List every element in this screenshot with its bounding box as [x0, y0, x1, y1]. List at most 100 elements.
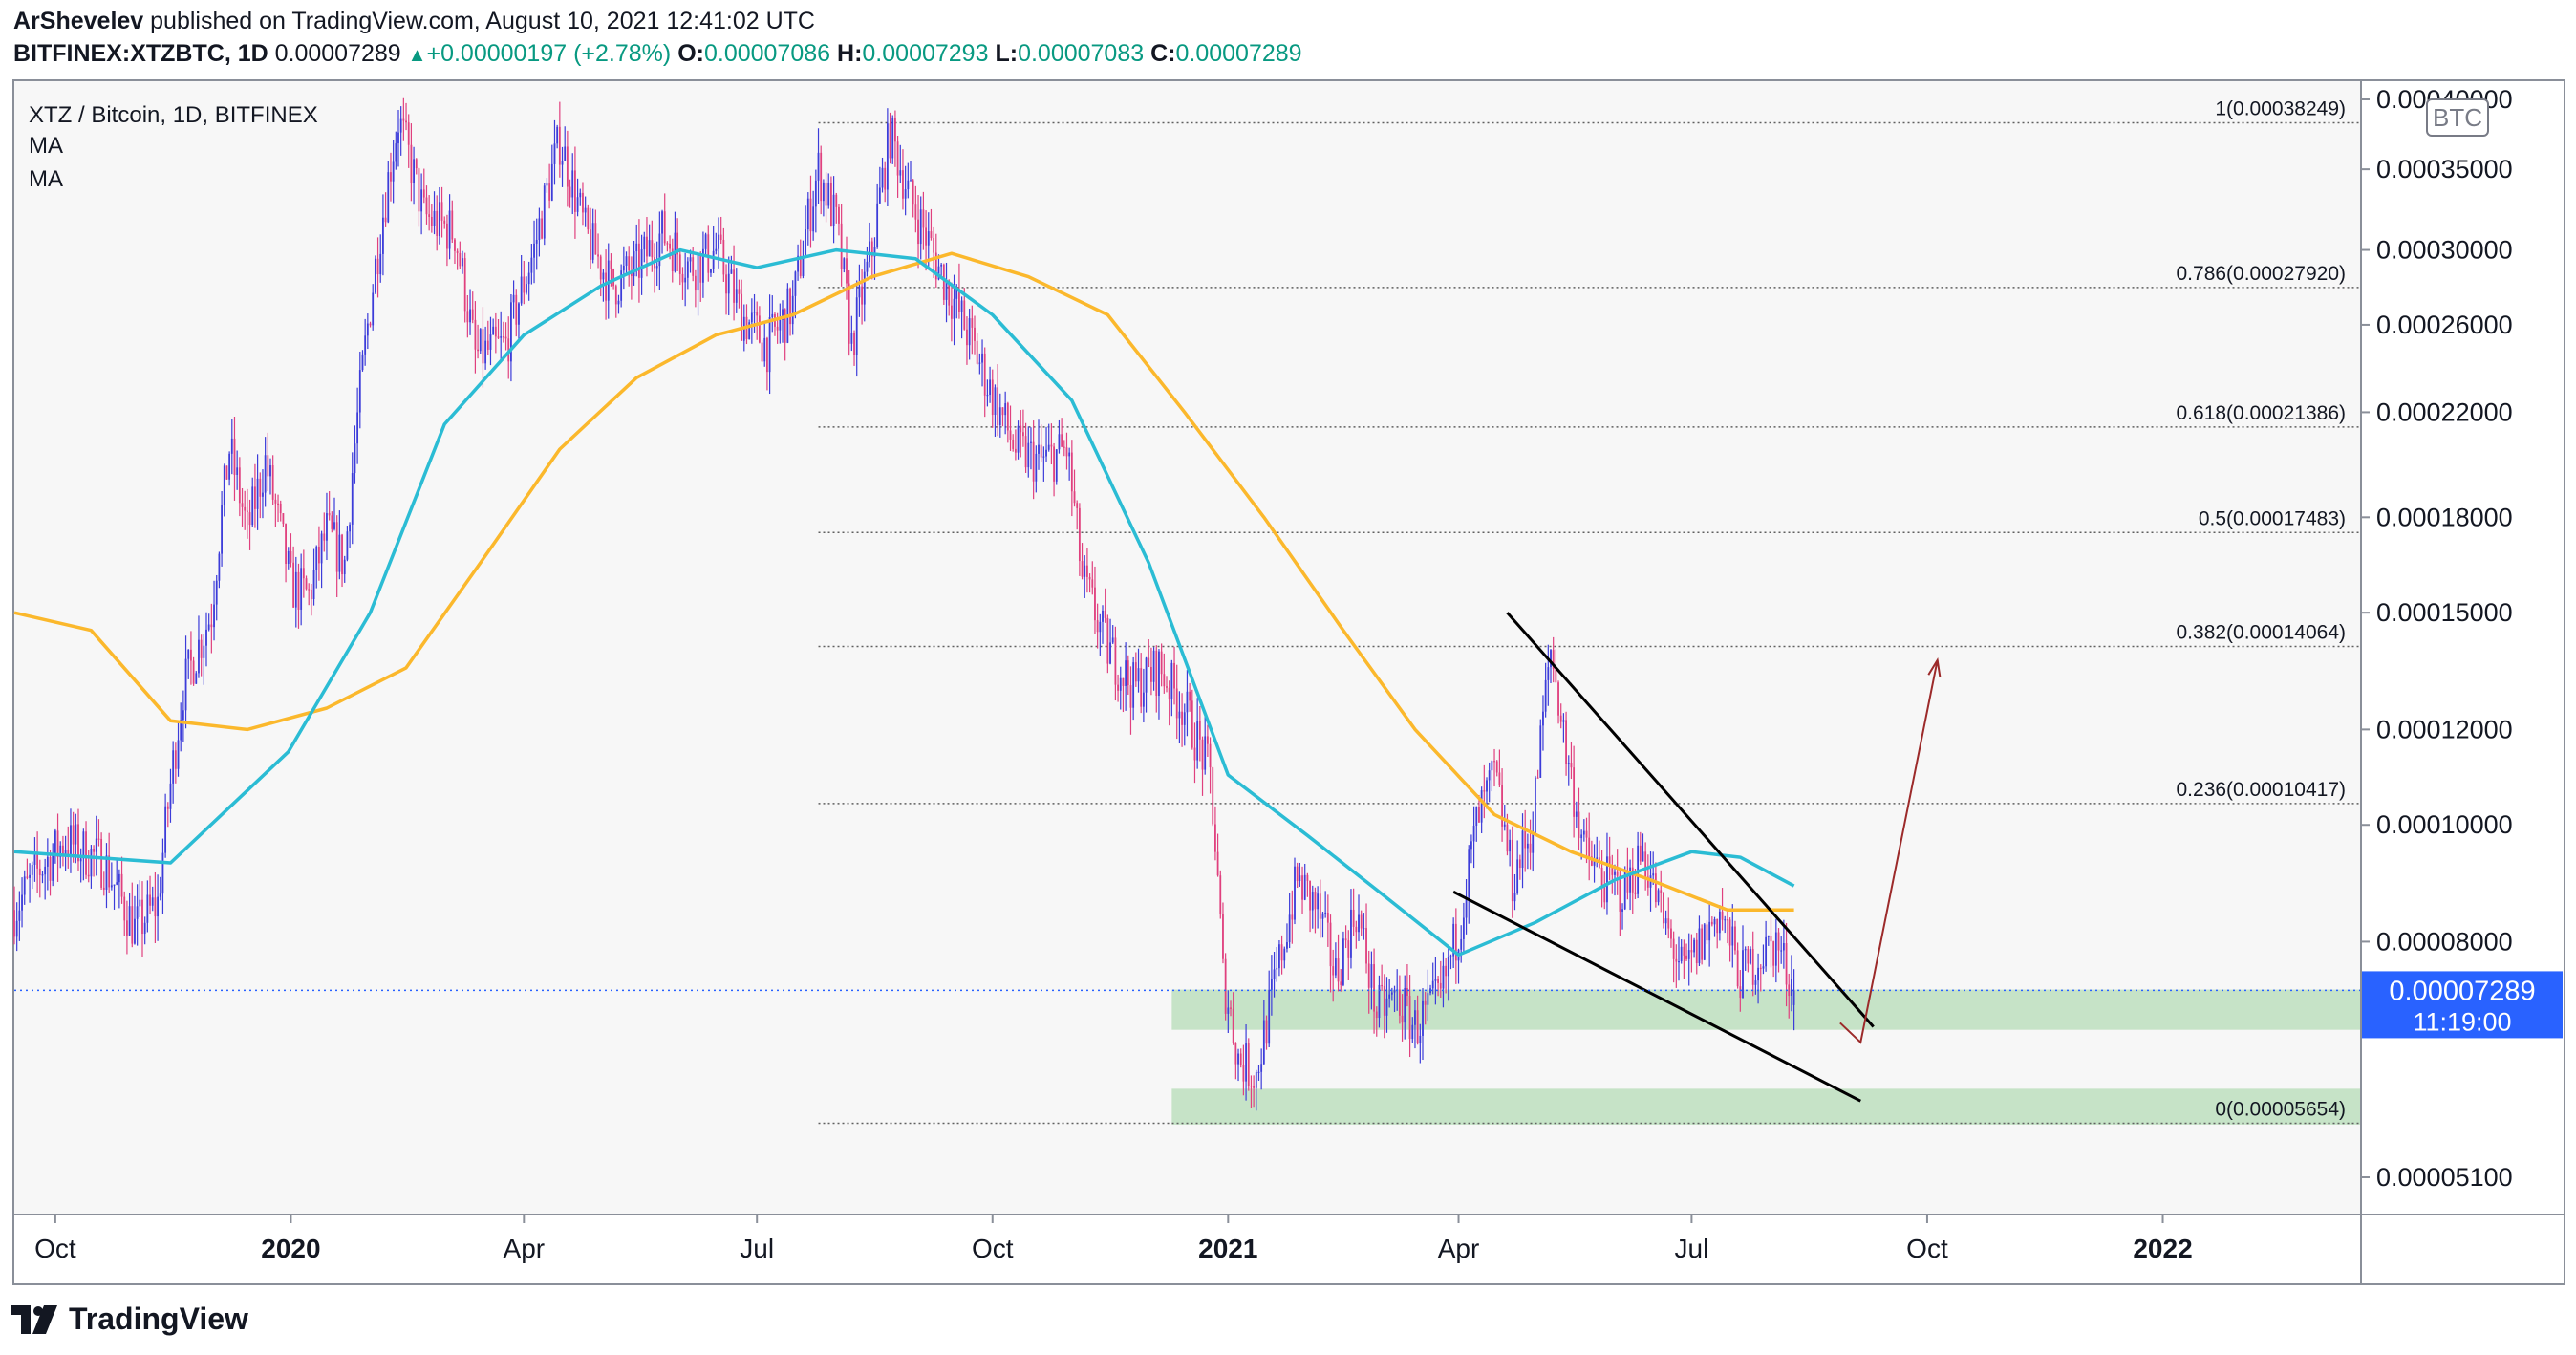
candle-body — [149, 894, 151, 906]
candle — [433, 191, 436, 235]
candle-body — [978, 362, 981, 364]
candle — [1532, 811, 1535, 872]
candle-body — [1081, 561, 1084, 577]
candle — [1416, 995, 1419, 1045]
candle-body — [750, 312, 753, 323]
candle-body — [407, 122, 410, 145]
candle — [1670, 919, 1672, 948]
candle — [620, 264, 623, 308]
candle-body — [1106, 617, 1109, 664]
candle-body — [784, 309, 786, 343]
candle — [1757, 953, 1759, 1004]
candle-body — [873, 247, 876, 257]
candle — [85, 821, 87, 879]
time-axis-label: 2020 — [261, 1234, 320, 1263]
candle — [1032, 420, 1035, 500]
candle — [617, 294, 620, 314]
candle — [1299, 862, 1301, 887]
tradingview-logo[interactable]: TradingView — [11, 1301, 248, 1337]
candle-body — [1623, 871, 1626, 910]
candle-body — [1088, 576, 1091, 580]
candle-body — [1792, 990, 1795, 1005]
candle — [446, 214, 448, 267]
candle — [1209, 737, 1212, 794]
candle-body — [297, 571, 300, 610]
candle — [1570, 742, 1573, 780]
candle — [902, 149, 904, 210]
open-label: O: — [677, 40, 704, 67]
wedge-trendline-2 — [1452, 890, 1861, 1103]
candle — [46, 838, 49, 891]
candle-body — [123, 896, 126, 921]
candle — [387, 161, 390, 224]
candle-body — [974, 327, 976, 341]
candle — [82, 828, 85, 881]
candle-body — [840, 223, 843, 269]
candle-body — [326, 513, 328, 541]
candle-body — [658, 233, 661, 267]
candle — [326, 492, 328, 560]
candle-body — [927, 231, 930, 246]
candle — [597, 233, 599, 269]
candle — [192, 656, 195, 686]
candle — [1375, 1006, 1378, 1037]
candle — [840, 204, 843, 287]
candle-body — [1644, 851, 1647, 877]
candle — [910, 161, 912, 182]
candle — [292, 546, 295, 609]
candle — [1437, 976, 1439, 997]
candle-body — [1621, 909, 1623, 912]
candle — [587, 204, 590, 234]
price-change: +0.00000197 (+2.78%) — [426, 40, 672, 67]
candle-body — [846, 258, 848, 284]
candle — [1155, 645, 1158, 713]
candle-body — [1526, 843, 1529, 849]
candle — [1358, 894, 1360, 941]
candle — [341, 533, 343, 588]
candle — [294, 556, 297, 628]
candle — [1646, 854, 1649, 896]
candle — [1042, 446, 1045, 482]
candle-body — [290, 550, 292, 563]
candle-body — [264, 455, 267, 493]
candle-body — [1253, 1086, 1256, 1088]
candle-body — [1555, 669, 1557, 683]
candle-body — [320, 533, 323, 564]
candle — [356, 387, 359, 464]
candle-body — [523, 276, 526, 293]
candle — [1424, 991, 1427, 1025]
candle-body — [52, 853, 54, 881]
candle — [77, 808, 79, 871]
candle-body — [1750, 948, 1751, 964]
candle — [1550, 649, 1552, 684]
candle — [221, 491, 223, 567]
author-name[interactable]: ArShevelev — [13, 8, 144, 34]
price-chart[interactable]: 1(0.00038249) 0.786(0.00027920) 0.618(0.00… — [0, 0, 2576, 1300]
close-value: 0.00007289 — [1175, 40, 1302, 67]
candle-body — [1350, 909, 1352, 958]
candle-body — [131, 906, 134, 944]
candle — [1408, 975, 1411, 1058]
candle — [725, 264, 727, 315]
candle — [177, 721, 180, 777]
candle — [1724, 915, 1727, 934]
candle — [105, 843, 108, 909]
candle-body — [579, 192, 582, 198]
candle — [697, 253, 699, 316]
candle-body — [1119, 678, 1122, 691]
candle — [126, 900, 128, 955]
candle — [52, 843, 54, 887]
candle-body — [933, 237, 935, 253]
candle-body — [399, 118, 402, 133]
candle-body — [346, 531, 349, 560]
candle-body — [282, 513, 285, 525]
candle-body — [38, 868, 41, 875]
candle-body — [262, 492, 264, 497]
candle — [869, 222, 871, 268]
candle — [591, 208, 594, 264]
candle — [715, 232, 718, 255]
candle-body — [454, 239, 456, 251]
candle-body — [878, 187, 881, 204]
candle — [1191, 689, 1193, 750]
candle-body — [184, 658, 187, 711]
